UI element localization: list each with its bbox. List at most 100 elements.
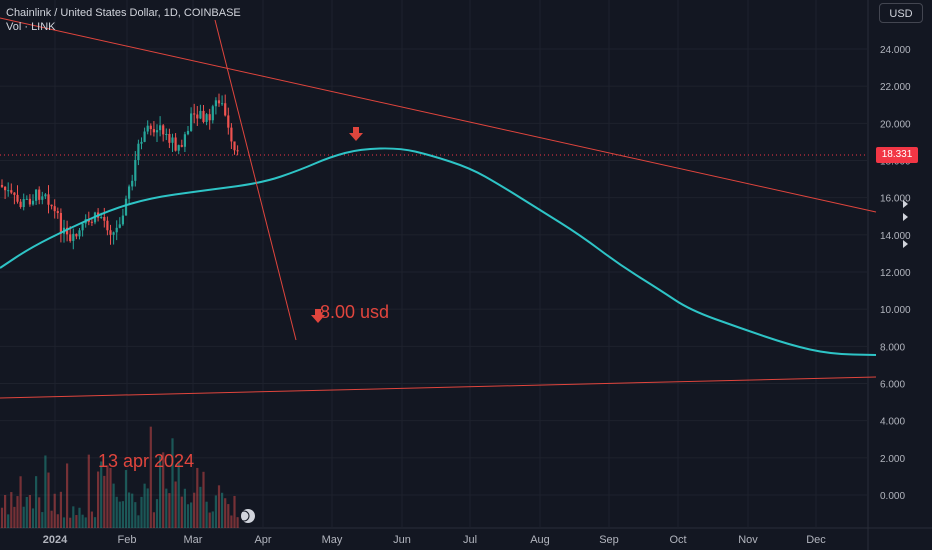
candle-body — [10, 190, 13, 193]
candle-body — [7, 190, 10, 192]
candle-body — [28, 198, 31, 205]
volume-bar — [4, 494, 7, 528]
volume-bar — [109, 467, 112, 528]
volume-bar — [190, 502, 193, 528]
volume-bar — [202, 471, 205, 528]
candle-body — [165, 133, 168, 135]
candle-body — [214, 100, 217, 107]
candle-body — [100, 216, 103, 218]
volume-bar — [124, 470, 128, 528]
x-tick-label: Mar — [184, 534, 203, 546]
candle-body — [22, 199, 25, 208]
volume-bar — [221, 492, 224, 528]
moving-average-curve — [0, 147, 877, 356]
volume-bar — [233, 495, 236, 528]
volume-bar — [90, 511, 93, 528]
candle-body — [171, 137, 174, 143]
candle-body — [59, 212, 62, 234]
symbol-title: Chainlink / United States Dollar, 1D, CO… — [6, 7, 241, 19]
candle-body — [128, 186, 131, 199]
candle-body — [16, 194, 19, 202]
y-tick-label: 6.000 — [880, 380, 905, 391]
x-tick-label: 2024 — [43, 534, 68, 546]
x-tick-label: Sep — [599, 534, 619, 546]
volume-bar — [227, 504, 230, 528]
candle-body — [69, 234, 72, 241]
candle-body — [208, 114, 211, 121]
volume-bar — [28, 494, 31, 528]
volume-bar — [180, 496, 183, 528]
volume-bar — [236, 517, 239, 528]
candle-body — [149, 125, 152, 130]
y-tick-label: 24.000 — [880, 45, 911, 56]
volume-bar — [72, 506, 75, 528]
candle-body — [13, 192, 16, 195]
volume-bar — [84, 517, 87, 528]
candle-body — [72, 233, 75, 241]
down-arrow-icon — [349, 127, 363, 141]
candle-body — [143, 131, 146, 142]
y-tick-label: 22.000 — [880, 82, 911, 93]
volume-bar — [118, 501, 121, 528]
y-tick-label: 12.000 — [880, 268, 911, 279]
y-tick-label: 0.000 — [880, 491, 905, 502]
volume-bar — [140, 496, 143, 528]
volume-bar — [10, 492, 13, 528]
volume-bar — [100, 461, 103, 528]
y-tick-label: 2.000 — [880, 454, 905, 465]
candle-body — [78, 230, 81, 237]
currency-button[interactable]: USD — [879, 3, 923, 23]
candle-body — [121, 215, 124, 225]
x-tick-label: May — [322, 534, 343, 546]
candle-body — [199, 110, 202, 119]
candle-body — [4, 186, 7, 191]
candle-body — [38, 189, 41, 200]
candle-body — [155, 130, 159, 133]
target-price-label: 8.00 usd — [320, 302, 389, 322]
y-tick-label: 16.000 — [880, 194, 911, 205]
volume-bar — [196, 467, 199, 528]
candle-body — [25, 198, 28, 200]
volume-label: Vol · LINK — [6, 21, 56, 33]
volume-bar — [162, 452, 165, 528]
volume-bar — [159, 456, 162, 528]
volume-bar — [168, 493, 171, 528]
volume-bar — [214, 495, 217, 528]
volume-bar — [131, 493, 134, 528]
candle-body — [183, 134, 186, 147]
volume-bar — [165, 488, 168, 528]
candle-body — [236, 150, 239, 152]
trendline-descending — [0, 17, 877, 213]
volume-bar — [146, 488, 149, 528]
volume-bar — [217, 485, 221, 528]
candle-body — [152, 129, 155, 133]
candle-body — [193, 113, 196, 115]
x-tick-label: Nov — [738, 534, 758, 546]
volume-bar — [205, 501, 208, 528]
candle-body — [19, 201, 22, 208]
candle-body — [146, 125, 149, 132]
volume-bar — [47, 472, 50, 528]
candle-body — [202, 110, 205, 122]
volume-bar — [112, 483, 115, 528]
volume-bar — [183, 488, 186, 528]
candle-body — [205, 114, 208, 122]
candle-body — [211, 106, 214, 121]
volume-bar — [128, 492, 131, 528]
date-note-label: 13 apr 2024 — [98, 451, 194, 471]
candle-body — [190, 113, 193, 131]
volume-bar — [38, 497, 41, 528]
volume-bar — [186, 504, 190, 528]
candle-body — [66, 227, 69, 235]
volume-bar — [44, 455, 47, 528]
volume-bar — [106, 465, 109, 528]
volume-bar — [35, 476, 38, 528]
volume-bar — [62, 517, 66, 528]
volume-bar — [16, 496, 19, 528]
volume-bar — [199, 486, 202, 528]
candle-body — [47, 194, 50, 205]
chart-header: Chainlink / United States Dollar, 1D, CO… — [6, 6, 241, 34]
candle-body — [168, 133, 171, 143]
volume-bar — [137, 515, 140, 528]
